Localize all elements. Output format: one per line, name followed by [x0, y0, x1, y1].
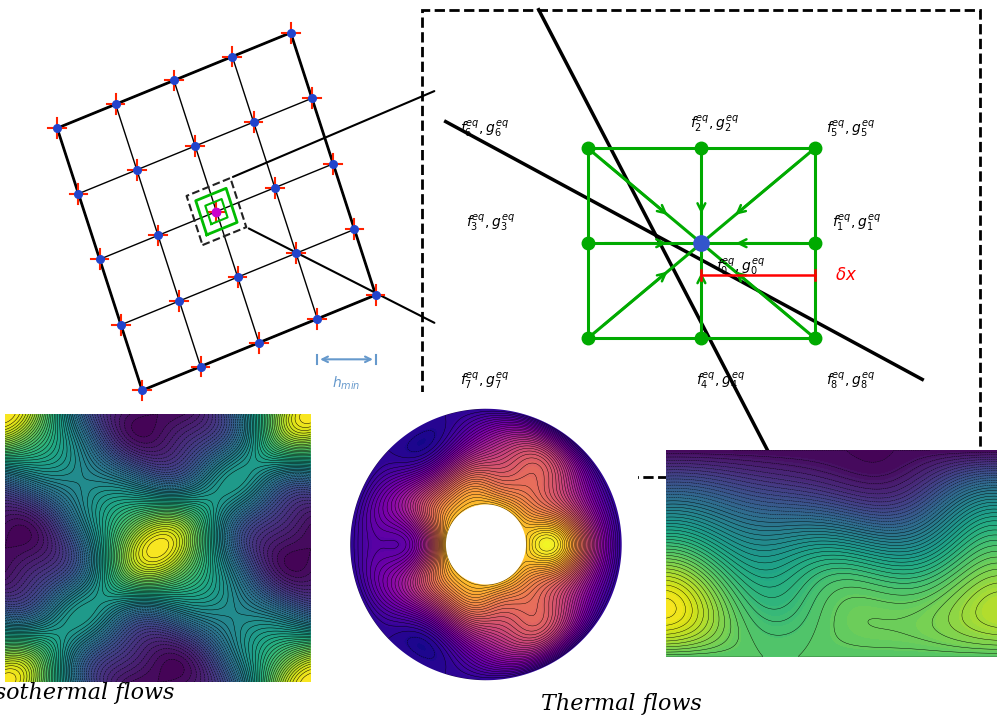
Text: $f_7^{eq},g_7^{eq}$: $f_7^{eq},g_7^{eq}$ [460, 371, 509, 393]
Text: $f_0^{eq},g_0^{eq}$: $f_0^{eq},g_0^{eq}$ [715, 257, 765, 278]
Text: $f_5^{eq},g_5^{eq}$: $f_5^{eq},g_5^{eq}$ [827, 118, 875, 139]
Text: $f_2^{eq},g_2^{eq}$: $f_2^{eq},g_2^{eq}$ [689, 113, 738, 134]
Text: $f_1^{eq},g_1^{eq}$: $f_1^{eq},g_1^{eq}$ [832, 213, 881, 234]
Text: $f_8^{eq},g_8^{eq}$: $f_8^{eq},g_8^{eq}$ [827, 371, 875, 393]
Text: $\delta x$: $\delta x$ [835, 266, 858, 284]
Text: Thermal flows: Thermal flows [541, 693, 701, 715]
Text: $h_{min}$: $h_{min}$ [333, 375, 361, 393]
Text: $f_6^{eq},g_6^{eq}$: $f_6^{eq},g_6^{eq}$ [460, 118, 509, 139]
Text: Isothermal flows: Isothermal flows [0, 682, 174, 704]
Circle shape [447, 505, 525, 584]
Text: $f_3^{eq},g_3^{eq}$: $f_3^{eq},g_3^{eq}$ [466, 213, 515, 234]
Text: $f_4^{eq},g_4^{eq}$: $f_4^{eq},g_4^{eq}$ [695, 371, 744, 393]
PathPatch shape [290, 348, 682, 726]
